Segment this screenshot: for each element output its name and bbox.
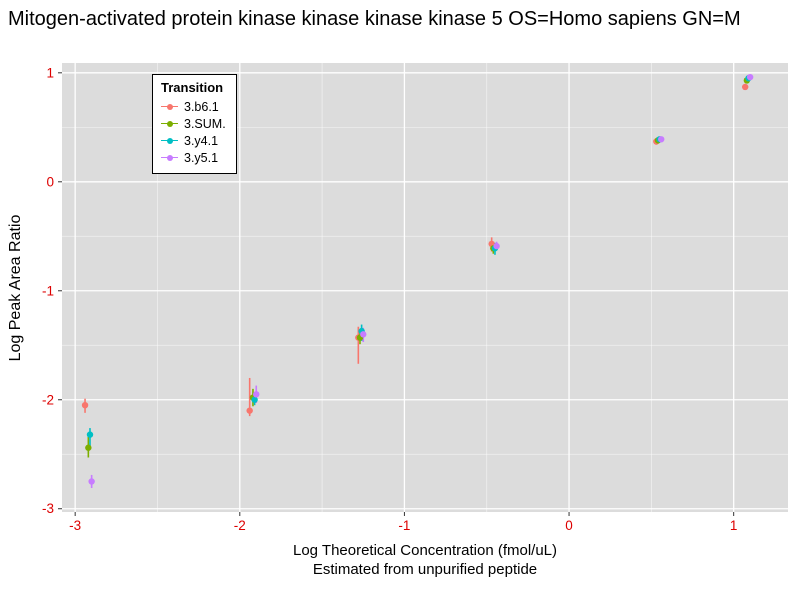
svg-text:1: 1	[730, 518, 738, 533]
svg-text:0: 0	[46, 174, 54, 189]
legend: Transition 3.b6.1 3.SUM. 3.y4.1 3.y5.1	[152, 74, 237, 174]
svg-text:-3: -3	[42, 501, 54, 516]
legend-item: 3.b6.1	[161, 98, 226, 115]
legend-item: 3.y4.1	[161, 132, 226, 149]
svg-text:-3: -3	[69, 518, 81, 533]
legend-label: 3.b6.1	[184, 99, 219, 114]
legend-label: 3.SUM.	[184, 116, 226, 131]
legend-label: 3.y4.1	[184, 133, 219, 148]
svg-text:-1: -1	[398, 518, 410, 533]
x-axis-sublabel: Estimated from unpurified peptide	[312, 561, 538, 578]
svg-text:-1: -1	[42, 283, 54, 298]
svg-text:0: 0	[565, 518, 573, 533]
pointrange-symbol-icon	[161, 149, 178, 166]
x-axis-label: Log Theoretical Concentration (fmol/uL)	[292, 542, 558, 559]
pointrange-symbol-icon	[161, 132, 178, 149]
legend-label: 3.y5.1	[184, 150, 219, 165]
legend-item: 3.SUM.	[161, 115, 226, 132]
svg-text:-2: -2	[234, 518, 246, 533]
svg-text:1: 1	[46, 65, 54, 80]
pointrange-symbol-icon	[161, 115, 178, 132]
chart-title: Mitogen-activated protein kinase kinase …	[8, 8, 741, 30]
legend-title: Transition	[161, 80, 224, 95]
svg-text:-2: -2	[42, 392, 54, 407]
legend-item: 3.y5.1	[161, 149, 226, 166]
pointrange-symbol-icon	[161, 98, 178, 115]
